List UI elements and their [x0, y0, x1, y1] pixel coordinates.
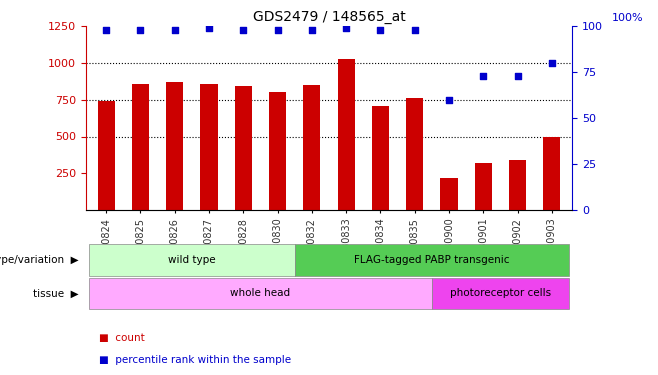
Bar: [235, 86, 252, 210]
Text: photoreceptor cells: photoreceptor cells: [450, 288, 551, 298]
Point: [272, 27, 283, 33]
Text: whole head: whole head: [230, 288, 290, 298]
Bar: [372, 106, 389, 210]
Text: wild type: wild type: [168, 255, 216, 265]
Point: [409, 27, 420, 33]
Text: ■  count: ■ count: [99, 333, 145, 342]
Point: [513, 73, 523, 79]
Bar: [269, 92, 286, 210]
Point: [307, 27, 317, 33]
Point: [135, 27, 145, 33]
Point: [101, 27, 111, 33]
Bar: [544, 136, 561, 210]
Text: FLAG-tagged PABP transgenic: FLAG-tagged PABP transgenic: [354, 255, 509, 265]
Point: [169, 27, 180, 33]
Bar: [440, 178, 457, 210]
Point: [341, 25, 351, 31]
Text: 100%: 100%: [611, 13, 643, 22]
Text: tissue  ▶: tissue ▶: [34, 288, 79, 298]
Point: [443, 97, 454, 103]
Bar: [406, 98, 423, 210]
Point: [375, 27, 386, 33]
Bar: [474, 163, 492, 210]
Bar: [303, 85, 320, 210]
Bar: [97, 101, 114, 210]
Point: [547, 60, 557, 66]
Point: [478, 73, 489, 79]
Title: GDS2479 / 148565_at: GDS2479 / 148565_at: [253, 10, 405, 24]
Point: [238, 27, 249, 33]
Bar: [201, 84, 218, 210]
Text: genotype/variation  ▶: genotype/variation ▶: [0, 255, 79, 265]
Point: [204, 25, 215, 31]
Bar: [509, 160, 526, 210]
Text: ■  percentile rank within the sample: ■ percentile rank within the sample: [99, 355, 291, 365]
Bar: [132, 84, 149, 210]
Bar: [338, 58, 355, 210]
Bar: [166, 82, 184, 210]
